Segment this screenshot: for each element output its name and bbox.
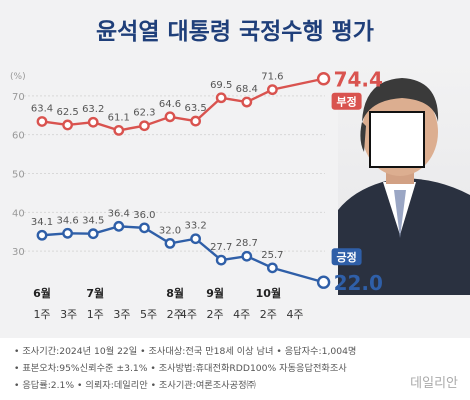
data-label-부정-10: 74.4 [334, 68, 383, 92]
data-label-부정-1: 62.5 [56, 107, 78, 118]
data-label-긍정-4: 36.0 [133, 210, 155, 221]
series-points [36, 72, 331, 289]
x-week-label-9: 2주 [260, 308, 277, 321]
x-week-label-3: 3주 [113, 308, 130, 321]
data-point-긍정-8 [241, 250, 253, 262]
data-point-부정-3 [113, 124, 125, 136]
data-label-부정-5: 64.6 [159, 99, 181, 110]
data-label-부정-2: 63.2 [82, 104, 104, 115]
data-point-부정-6 [190, 115, 202, 127]
data-point-부정-1 [62, 119, 73, 131]
data-point-부정-9 [266, 84, 278, 96]
publisher-logo: 데일리안 [410, 376, 458, 391]
survey-footer: • 조사기간:2024년 10월 22일 • 조사대상:전국 만18세 이상 남… [0, 338, 470, 400]
data-point-긍정-1 [62, 227, 73, 239]
data-label-긍정-3: 36.4 [108, 208, 130, 219]
data-label-긍정-0: 34.1 [31, 217, 53, 228]
data-labels: 63.4 62.5 63.2 61.1 62.3 64.6 63.5 69.5 68.471.6… [31, 68, 383, 295]
data-label-부정-7: 69.5 [210, 80, 232, 91]
data-label-부정-4: 62.3 [133, 108, 155, 119]
data-label-긍정-8: 28.7 [236, 238, 258, 249]
unit-label: (%) [10, 72, 26, 82]
data-point-부정-0 [36, 116, 48, 127]
x-month-label-1: 7월 [86, 286, 104, 300]
data-point-부정-5 [164, 111, 176, 123]
data-point-긍정-3 [113, 220, 125, 232]
series-tag-부정: 부정 [336, 95, 356, 109]
data-label-긍정-9: 25.7 [261, 250, 283, 261]
data-point-긍정-2 [87, 228, 99, 240]
data-point-부정-2 [87, 116, 99, 128]
x-week-label-8: 4주 [233, 308, 250, 321]
footer-line-1: • 조사기간:2024년 10월 22일 • 조사대상:전국 만18세 이상 남… [14, 346, 357, 357]
x-week-label-10: 4주 [286, 308, 303, 321]
data-label-부정-3: 61.1 [108, 112, 130, 123]
footer-line-3: • 응답률:2.1% • 의뢰자:데일리안 • 조사기관:여론조사공정㈜ [14, 380, 256, 391]
data-point-긍정-10 [316, 275, 331, 289]
data-point-긍정-6 [190, 233, 202, 245]
data-point-긍정-7 [215, 254, 227, 266]
data-label-긍정-5: 32.0 [159, 225, 181, 236]
data-label-부정-0: 63.4 [31, 103, 53, 114]
data-point-긍정-4 [138, 222, 150, 234]
data-point-부정-7 [215, 92, 227, 104]
data-point-부정-10 [316, 72, 331, 86]
x-week-label-2: 1주 [87, 308, 104, 321]
series-tag-bg-긍정 [331, 248, 362, 266]
data-label-긍정-1: 34.6 [56, 215, 78, 226]
y-tick-50: 50 [12, 170, 25, 181]
y-tick-60: 60 [12, 131, 25, 142]
data-point-긍정-9 [266, 262, 278, 274]
footer-line-2: • 표본오차:95%신뢰수준 ±3.1% • 조사방법:휴대전화RDD100% … [14, 363, 347, 374]
x-week-label-0: 1주 [33, 308, 50, 321]
x-month-label-2: 8월 [166, 286, 184, 300]
data-label-긍정-7: 27.7 [210, 242, 232, 253]
data-label-부정-9: 71.6 [261, 72, 283, 83]
data-label-긍정-10: 22.0 [334, 271, 383, 295]
series-tag-긍정: 긍정 [336, 250, 356, 264]
data-label-긍정-2: 34.5 [82, 216, 104, 227]
data-point-긍정-5 [164, 237, 176, 249]
data-point-부정-4 [138, 120, 150, 132]
series-tag-bg-부정 [331, 92, 362, 110]
x-week-label-5: 2주 [167, 308, 184, 321]
x-week-label-4: 5주 [140, 308, 157, 321]
x-month-label-4: 10월 [256, 286, 281, 300]
y-tick-70: 70 [12, 92, 25, 103]
data-point-부정-8 [241, 96, 253, 108]
x-week-label-6: 4주 [180, 308, 197, 321]
y-tick-40: 40 [12, 208, 25, 219]
x-week-label-1: 3주 [60, 308, 77, 321]
chart-title: 윤석열 대통령 국정수행 평가 [96, 19, 374, 45]
data-label-부정-6: 63.5 [184, 103, 206, 114]
data-point-긍정-0 [36, 229, 48, 241]
data-label-부정-8: 68.4 [236, 84, 258, 95]
y-axis-ticks: 30 40 50 60 70 [12, 92, 25, 258]
y-tick-30: 30 [12, 247, 25, 258]
x-month-label-0: 6월 [33, 286, 51, 300]
x-month-label-3: 9월 [206, 286, 224, 300]
data-label-긍정-6: 33.2 [184, 221, 206, 232]
x-week-label-7: 2주 [207, 308, 224, 321]
